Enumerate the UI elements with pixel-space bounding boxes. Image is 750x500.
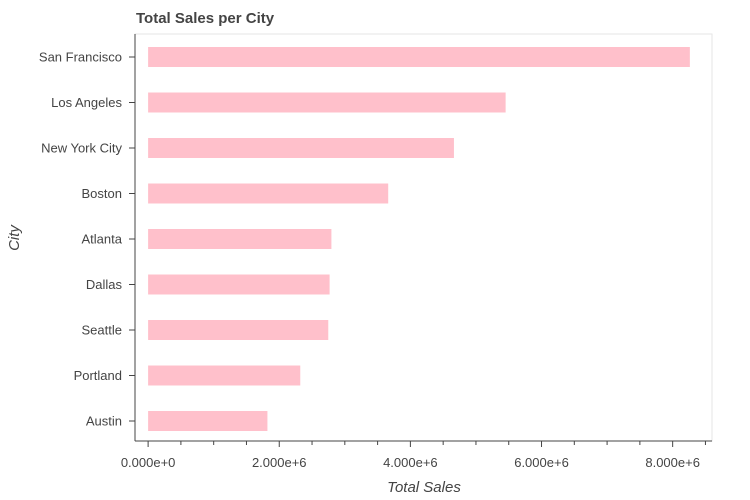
y-tick-label: New York City [41, 141, 122, 156]
x-tick-label: 4.000e+6 [383, 455, 438, 470]
y-tick-label: Portland [74, 368, 122, 383]
bar-portland [148, 365, 301, 386]
y-tick-label: Seattle [82, 323, 122, 338]
x-tick-label: 2.000e+6 [252, 455, 307, 470]
y-tick-label: Los Angeles [51, 95, 122, 110]
x-axis: 0.000e+0 2.000e+6 4.000e+6 6.000e+6 8.000e+6 [121, 440, 712, 470]
y-axis-label: City [6, 224, 23, 251]
bars-group [148, 47, 690, 431]
y-tick-label: Dallas [86, 277, 123, 292]
bar-atlanta [148, 229, 332, 249]
bar-austin [148, 411, 268, 431]
x-tick-label: 8.000e+6 [645, 455, 700, 470]
y-axis: San Francisco Los Angeles New York City Bos… [39, 34, 136, 441]
y-tick-label: San Francisco [39, 50, 122, 65]
x-tick-label: 6.000e+6 [514, 455, 569, 470]
bar-seattle [148, 320, 329, 340]
y-tick-label: Boston [82, 186, 122, 201]
bar-new-york-city [148, 138, 454, 158]
x-axis-label: Total Sales [387, 479, 461, 496]
bar-dallas [148, 274, 330, 295]
bar-boston [148, 183, 389, 204]
chart-title: Total Sales per City [136, 10, 275, 27]
bar-san-francisco [148, 47, 690, 67]
x-tick-label: 0.000e+0 [121, 455, 176, 470]
y-tick-label: Austin [86, 414, 122, 429]
bar-los-angeles [148, 92, 506, 113]
y-tick-label: Atlanta [82, 232, 123, 247]
